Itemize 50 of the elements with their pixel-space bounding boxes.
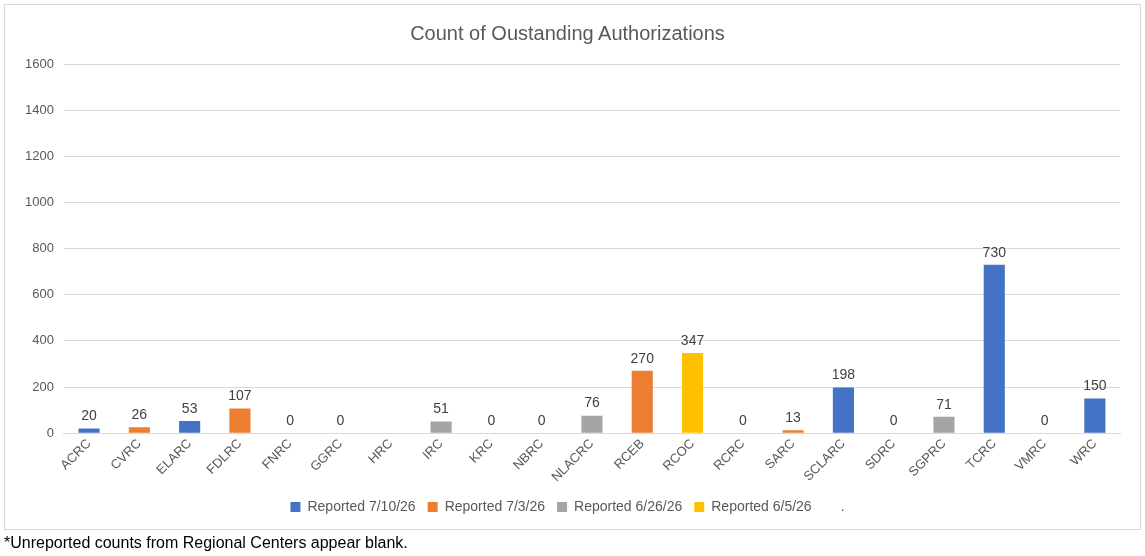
bar <box>681 353 704 433</box>
y-tick-label: 1600 <box>25 55 54 71</box>
data-label: 71 <box>936 395 952 412</box>
bar <box>983 264 1005 433</box>
data-label: 198 <box>831 366 856 383</box>
bar <box>782 430 804 433</box>
data-label: 150 <box>1083 377 1107 394</box>
bar <box>581 415 603 433</box>
x-tick-label: IRC <box>419 435 446 463</box>
data-label: 0 <box>537 412 546 429</box>
bar <box>128 427 150 433</box>
legend-label: Reported 7/3/26 <box>444 497 546 514</box>
bar <box>78 428 100 433</box>
data-label: 53 <box>181 399 198 416</box>
y-tick-label: 1000 <box>25 194 54 210</box>
bar <box>1084 398 1106 433</box>
y-tick-label: 400 <box>32 332 54 348</box>
legend-label: Reported 7/10/26 <box>307 497 416 514</box>
bar <box>631 370 653 433</box>
y-tick-label: 1200 <box>25 147 54 163</box>
chart-title: Count of Oustanding Authorizations <box>410 21 725 44</box>
data-label: 730 <box>982 243 1007 260</box>
data-label: 107 <box>228 387 252 404</box>
bar <box>430 421 452 433</box>
y-tick-label: 200 <box>32 378 54 394</box>
bar <box>229 408 251 433</box>
data-label: 0 <box>1040 412 1049 429</box>
data-label: 76 <box>584 394 600 411</box>
legend-label: Reported 6/26/26 <box>574 497 683 514</box>
text: . <box>840 497 845 514</box>
data-label: 0 <box>738 412 747 429</box>
legend-label: Reported 6/5/26 <box>711 497 812 514</box>
data-label: 26 <box>131 406 148 423</box>
bar <box>179 420 201 433</box>
data-label: 270 <box>630 349 655 366</box>
y-tick-label: 800 <box>32 240 54 256</box>
y-tick-label: 0 <box>46 424 54 440</box>
data-label: 0 <box>487 412 496 429</box>
y-tick-label: 600 <box>32 286 54 302</box>
data-label: 20 <box>81 407 98 424</box>
bar <box>933 416 955 433</box>
data-label: 13 <box>785 409 802 426</box>
y-tick-label: 1400 <box>25 101 54 117</box>
data-label: 0 <box>336 412 345 429</box>
text: *Unreported counts from Regional Centers appear blank. <box>4 534 408 552</box>
data-label: 0 <box>286 412 295 429</box>
data-label: 51 <box>433 400 450 417</box>
data-label: 0 <box>889 412 898 429</box>
bar <box>832 387 854 433</box>
data-label: 347 <box>680 331 705 348</box>
